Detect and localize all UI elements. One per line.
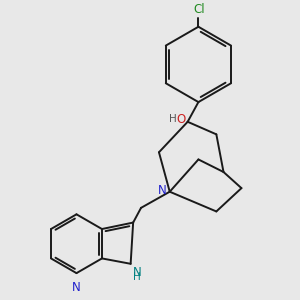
Text: N: N [71,281,80,294]
Text: N: N [133,266,142,279]
Text: H: H [169,114,176,124]
Text: Cl: Cl [193,3,205,16]
Text: N: N [158,184,166,197]
Text: H: H [133,272,141,282]
Text: O: O [177,113,186,126]
